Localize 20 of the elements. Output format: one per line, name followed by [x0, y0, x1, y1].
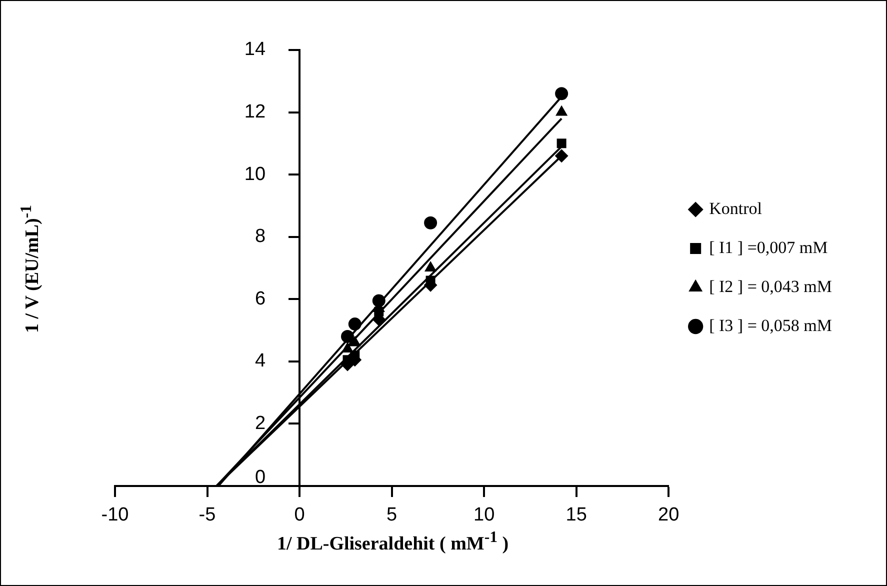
legend-label: [ I2 ] = 0,043 mM [709, 276, 832, 296]
y-tick-label: 8 [254, 226, 266, 248]
y-tick-label: 2 [254, 412, 266, 434]
y-tick-label: 12 [244, 102, 266, 123]
y-tick-label: 10 [244, 164, 266, 185]
x-tick-label: 20 [658, 504, 680, 526]
x-tick-label: -10 [101, 504, 129, 526]
y-tick-label: 6 [254, 288, 266, 310]
legend-label: [ I3 ] = 0,058 mM [709, 316, 832, 335]
y-tick-label: 4 [254, 350, 266, 372]
x-axis-title: 1/ DL-Gliseraldehit ( mM$^{-1}$ ) [276, 529, 509, 556]
legend-label: [ I1 ] =0,007 mM [709, 238, 828, 257]
y-tick-label: 14 [244, 39, 266, 60]
x-tick-label: 0 [294, 504, 305, 526]
x-tick-label: 15 [566, 504, 587, 526]
x-tick-label: 5 [386, 504, 398, 526]
legend-label: Kontrol [709, 198, 762, 218]
x-tick-label: -5 [198, 504, 216, 526]
x-tick-label: 10 [473, 504, 495, 526]
y-tick-label: 0 [254, 467, 266, 488]
